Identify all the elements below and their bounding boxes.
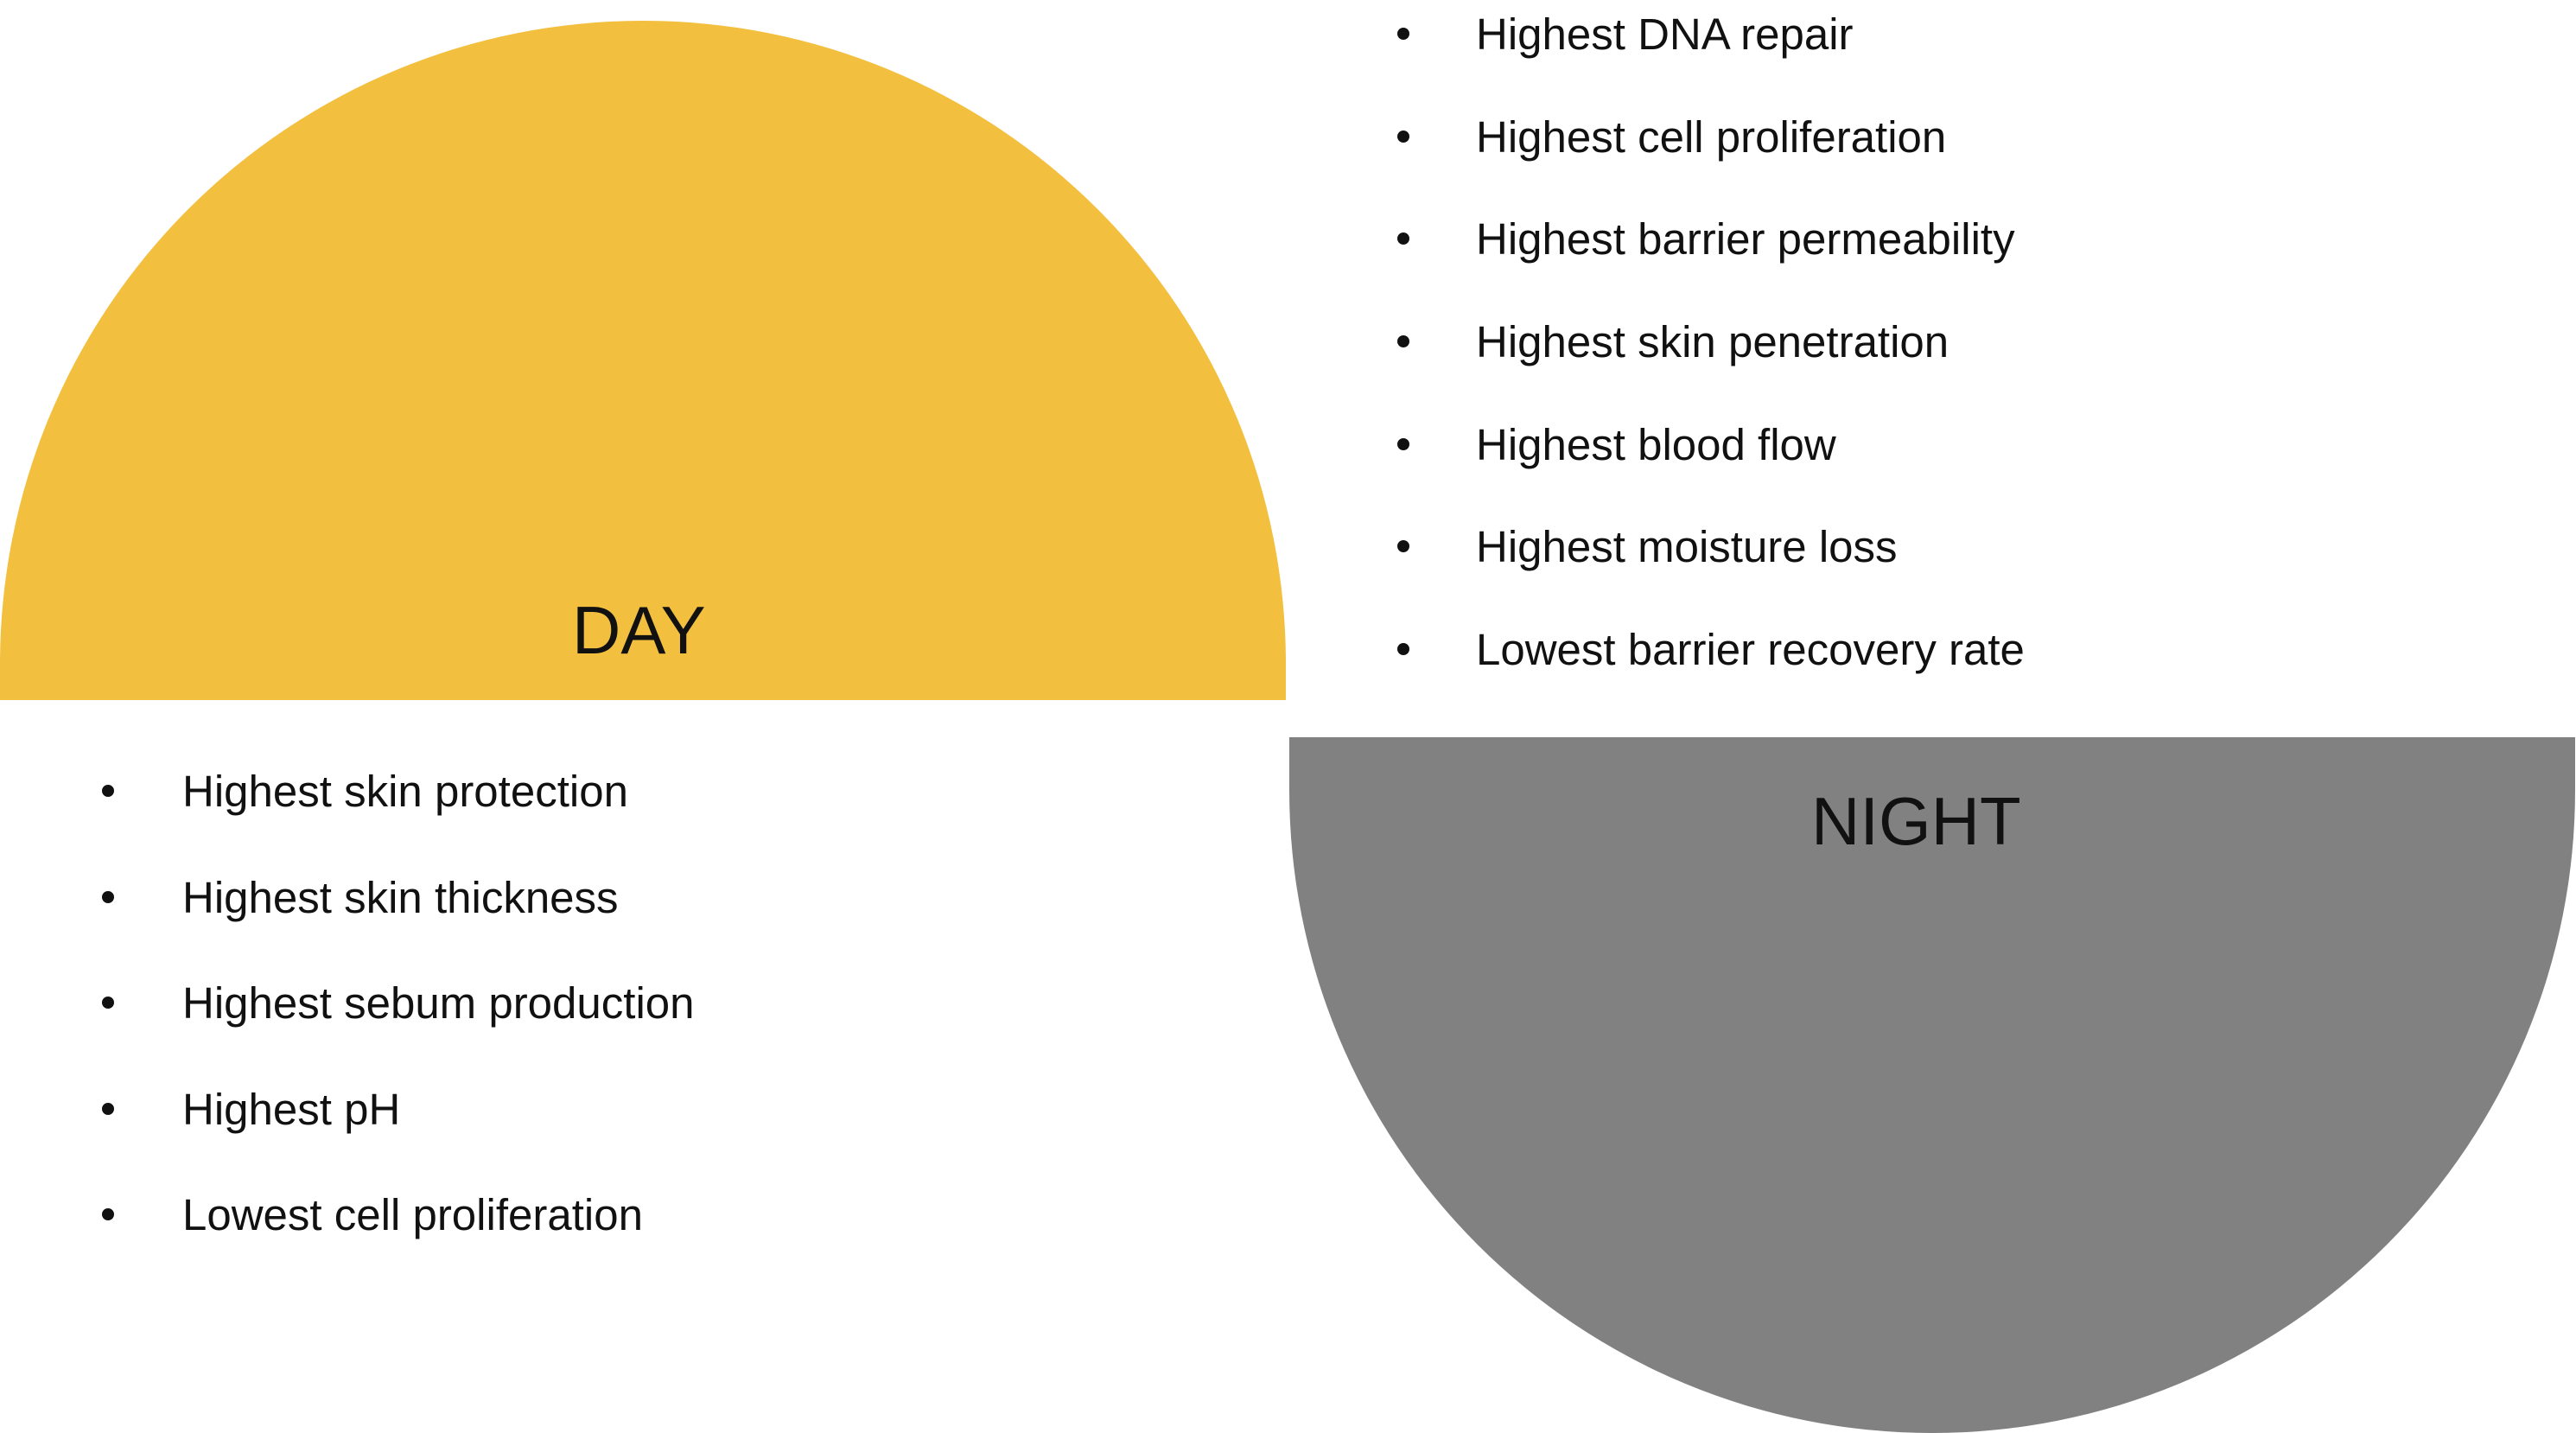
list-item-text: Highest sebum production bbox=[182, 978, 695, 1028]
bullet-icon bbox=[102, 890, 114, 903]
list-item: Lowest barrier recovery rate bbox=[1397, 625, 2025, 675]
bullet-icon bbox=[1397, 540, 1409, 553]
list-item: Highest sebum production bbox=[102, 978, 695, 1028]
list-item: Highest cell proliferation bbox=[1397, 111, 2025, 162]
list-item-text: Highest pH bbox=[182, 1084, 401, 1134]
list-item: Lowest cell proliferation bbox=[102, 1190, 695, 1239]
list-item: Highest DNA repair bbox=[1397, 10, 2025, 59]
list-item: Highest skin penetration bbox=[1397, 317, 2025, 367]
list-item-text: Highest blood flow bbox=[1476, 419, 1836, 469]
night-label: NIGHT bbox=[1811, 783, 2021, 859]
list-item: Highest barrier permeability bbox=[1397, 214, 2025, 264]
list-item: Highest skin protection bbox=[102, 767, 695, 816]
night-characteristics-list: Highest DNA repair Highest cell prolifer… bbox=[1397, 10, 2025, 730]
bullet-icon bbox=[1397, 232, 1409, 245]
list-item-text: Highest barrier permeability bbox=[1476, 214, 2015, 264]
list-item-text: Lowest cell proliferation bbox=[182, 1190, 643, 1239]
bullet-icon bbox=[102, 997, 114, 1009]
list-item-text: Lowest barrier recovery rate bbox=[1476, 625, 2025, 675]
list-item-text: Highest cell proliferation bbox=[1476, 111, 1947, 162]
list-item-text: Highest skin protection bbox=[182, 767, 628, 816]
bullet-icon bbox=[102, 785, 114, 797]
bullet-icon bbox=[1397, 437, 1409, 450]
day-characteristics-list: Highest skin protection Highest skin thi… bbox=[102, 767, 695, 1299]
list-item: Highest blood flow bbox=[1397, 419, 2025, 469]
bullet-icon bbox=[1397, 130, 1409, 143]
list-item: Highest skin thickness bbox=[102, 872, 695, 922]
bullet-icon bbox=[102, 1208, 114, 1220]
bullet-icon bbox=[1397, 335, 1409, 348]
bullet-icon bbox=[102, 1102, 114, 1115]
list-item: Highest pH bbox=[102, 1084, 695, 1134]
list-item-text: Highest skin penetration bbox=[1476, 317, 1949, 367]
bullet-icon bbox=[1397, 643, 1409, 656]
list-item: Highest moisture loss bbox=[1397, 522, 2025, 572]
day-label: DAY bbox=[572, 592, 706, 668]
list-item-text: Highest moisture loss bbox=[1476, 522, 1898, 572]
bullet-icon bbox=[1397, 28, 1409, 40]
list-item-text: Highest skin thickness bbox=[182, 872, 619, 922]
list-item-text: Highest DNA repair bbox=[1476, 10, 1854, 59]
